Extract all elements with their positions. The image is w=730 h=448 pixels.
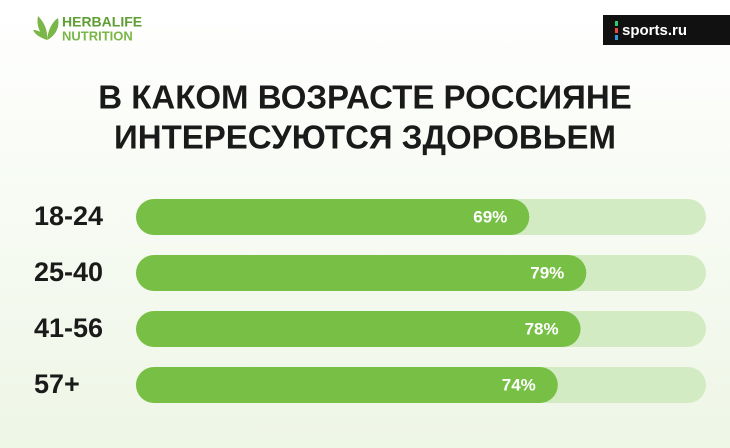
leaf-icon bbox=[37, 16, 48, 40]
source-badge bbox=[603, 15, 730, 45]
source-name: sports.ru bbox=[622, 22, 687, 39]
source-icon bbox=[615, 21, 618, 26]
category-label: 18-24 bbox=[34, 201, 103, 231]
category-label: 41-56 bbox=[34, 313, 103, 343]
leaf-icon bbox=[47, 18, 59, 40]
source-logo: sports.ru bbox=[603, 15, 730, 45]
source-icon bbox=[615, 28, 618, 33]
brand-name: HERBALIFE bbox=[62, 14, 142, 30]
bar bbox=[136, 367, 558, 403]
bar bbox=[136, 311, 581, 347]
bar bbox=[136, 199, 530, 235]
value-label: 78% bbox=[525, 319, 559, 338]
category-label: 25-40 bbox=[34, 257, 103, 287]
chart-title: ИНТЕРЕСУЮТСЯ ЗДОРОВЬЕМ bbox=[114, 119, 616, 156]
leaf-icon bbox=[33, 30, 47, 40]
value-label: 69% bbox=[473, 207, 507, 226]
category-label: 57+ bbox=[34, 369, 80, 399]
brand-sub: NUTRITION bbox=[62, 28, 133, 43]
brand-logo: HERBALIFE NUTRITION bbox=[33, 14, 142, 43]
bar bbox=[136, 255, 587, 291]
value-label: 79% bbox=[530, 263, 564, 282]
chart-title: В КАКОМ ВОЗРАСТЕ РОССИЯНЕ bbox=[98, 79, 631, 116]
source-icon bbox=[615, 35, 618, 40]
value-label: 74% bbox=[502, 375, 536, 394]
